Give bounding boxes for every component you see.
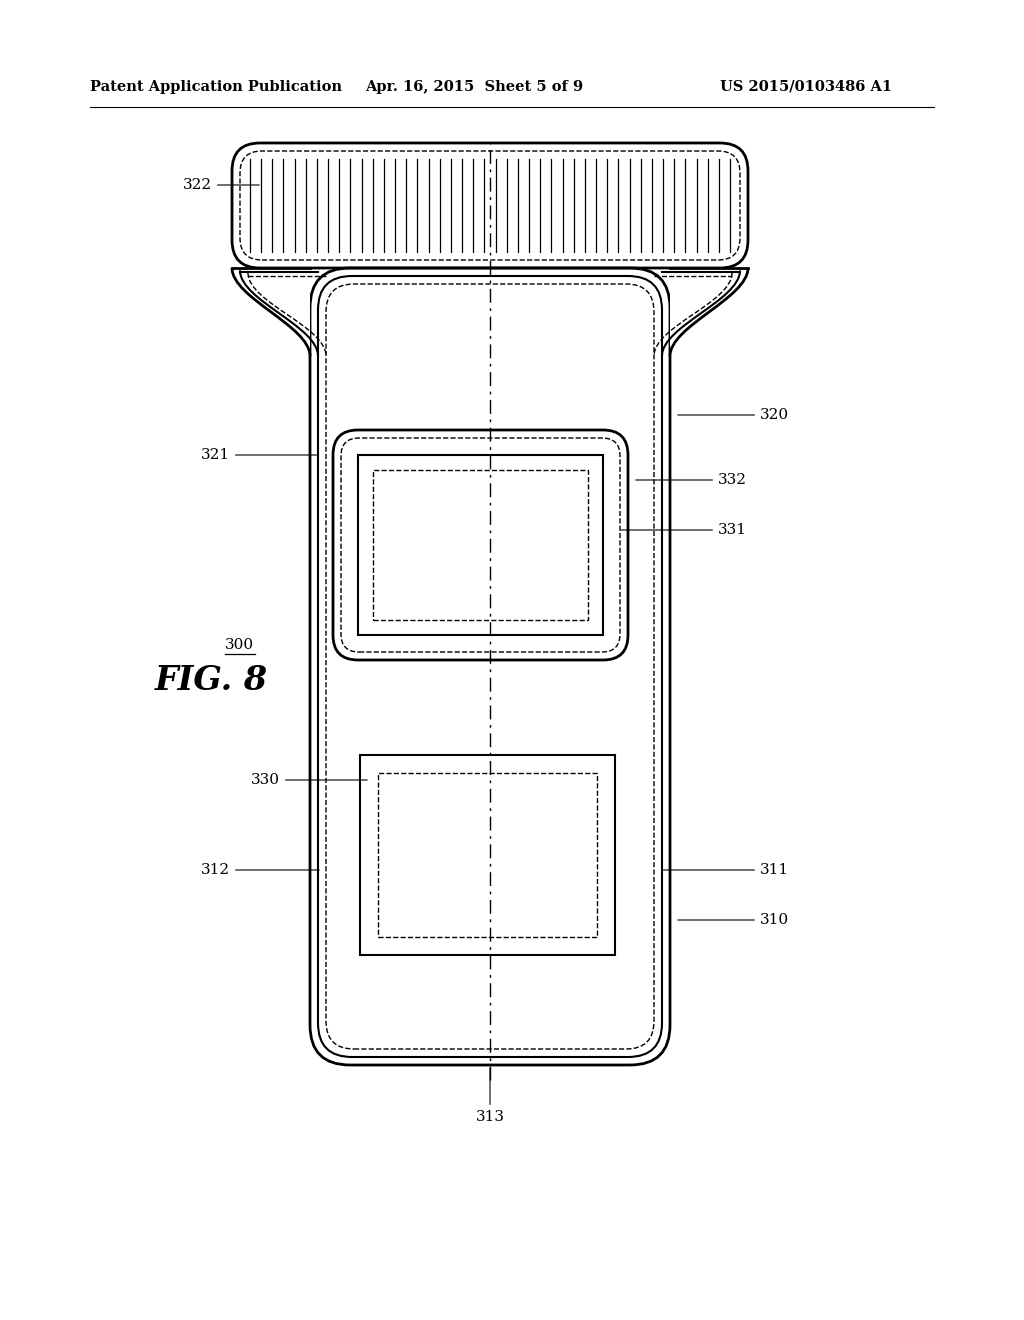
Text: 310: 310 [678, 913, 790, 927]
Text: 313: 313 [475, 1068, 505, 1125]
Bar [378, 774, 597, 937]
Text: 320: 320 [678, 408, 790, 422]
Text: 311: 311 [663, 863, 790, 876]
Text: Apr. 16, 2015  Sheet 5 of 9: Apr. 16, 2015 Sheet 5 of 9 [365, 81, 583, 94]
Text: Patent Application Publication: Patent Application Publication [90, 81, 342, 94]
Bar [232, 268, 310, 356]
Text: 330: 330 [251, 774, 368, 787]
Text: 321: 321 [201, 447, 317, 462]
Text: 332: 332 [636, 473, 746, 487]
Bar [373, 470, 588, 620]
Bar [358, 455, 603, 635]
Bar [360, 755, 615, 954]
Text: 322: 322 [183, 178, 259, 191]
Bar [670, 268, 748, 356]
Text: 312: 312 [201, 863, 319, 876]
Text: 300: 300 [225, 638, 254, 652]
Text: FIG. 8: FIG. 8 [155, 664, 268, 697]
Text: 331: 331 [621, 523, 746, 537]
Text: US 2015/0103486 A1: US 2015/0103486 A1 [720, 81, 892, 94]
